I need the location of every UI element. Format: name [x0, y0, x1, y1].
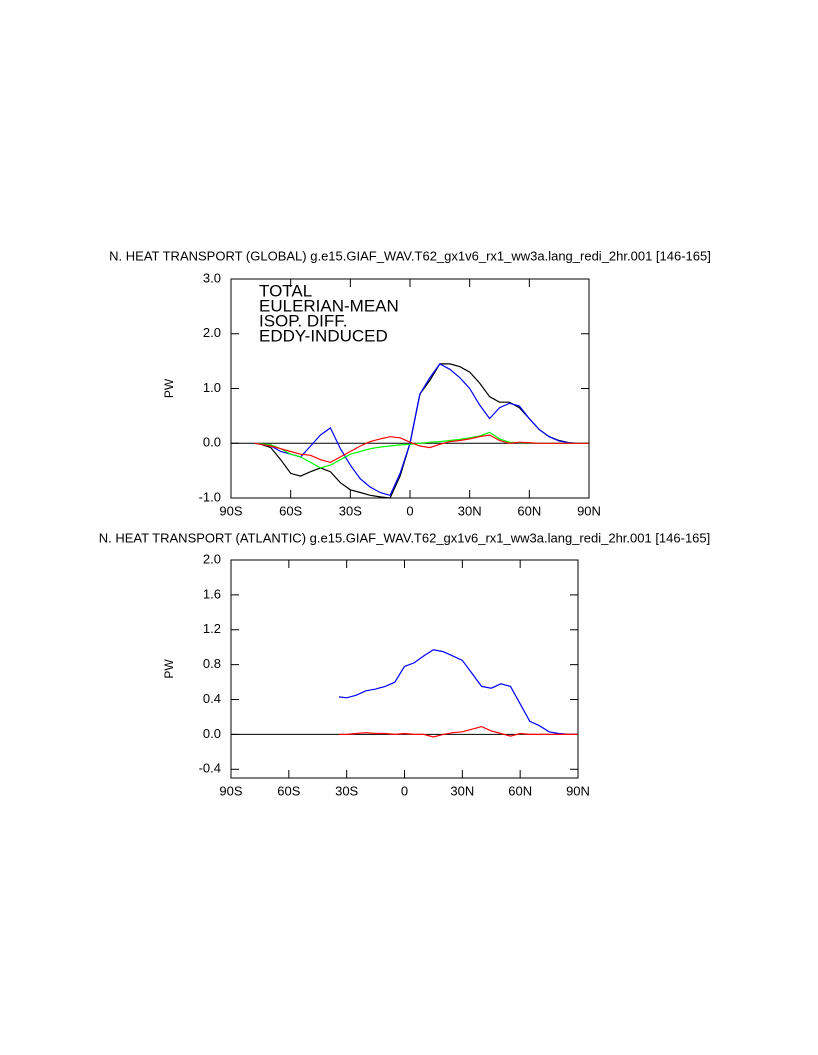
y-tick-label: 0.8 — [203, 656, 221, 671]
x-tick-label: 0 — [401, 783, 408, 798]
series-line — [339, 725, 578, 738]
plot-frame — [230, 559, 579, 779]
x-tick-label: 60S — [277, 783, 300, 798]
series-line — [254, 363, 589, 497]
x-tick-label: 30S — [335, 783, 358, 798]
legend-entry: EULERIAN-MEAN — [259, 296, 399, 315]
x-tick-label: 30N — [458, 503, 482, 518]
x-tick-label: 60N — [517, 503, 541, 518]
y-tick-label: 1.2 — [203, 621, 221, 636]
y-tick-label: 2.0 — [203, 325, 221, 340]
series-line — [338, 649, 578, 735]
x-tick-label: 30N — [450, 783, 474, 798]
chart-title: N. HEAT TRANSPORT (ATLANTIC) g.e15.GIAF_… — [99, 530, 711, 545]
x-tick-label: 90S — [219, 783, 242, 798]
chart-title: N. HEAT TRANSPORT (GLOBAL) g.e15.GIAF_WA… — [109, 248, 711, 263]
series-line — [254, 363, 589, 499]
x-tick-label: 60N — [508, 783, 532, 798]
y-tick-label: 3.0 — [203, 270, 221, 285]
y-tick-label: 0.0 — [203, 726, 221, 741]
legend-entry: EDDY-INDUCED — [259, 326, 388, 345]
y-tick-label: 1.6 — [203, 586, 221, 601]
x-tick-label: 30S — [339, 503, 362, 518]
y-tick-label: -0.4 — [199, 761, 221, 776]
plot-frame — [230, 278, 590, 499]
y-tick-label: 0.4 — [203, 691, 221, 706]
series-line — [254, 431, 589, 469]
y-tick-label: 1.0 — [203, 380, 221, 395]
legend-entry: ISOP. DIFF. — [259, 311, 348, 330]
y-tick-label: -1.0 — [199, 489, 221, 504]
x-tick-label: 60S — [279, 503, 302, 518]
series-line — [254, 434, 589, 464]
x-tick-label: 90S — [219, 503, 242, 518]
y-axis-label: PW — [162, 659, 176, 679]
y-tick-label: 0.0 — [203, 435, 221, 450]
x-tick-label: 0 — [406, 503, 413, 518]
x-tick-label: 90N — [566, 783, 590, 798]
legend-entry: TOTAL — [259, 281, 312, 300]
x-tick-label: 90N — [577, 503, 601, 518]
y-tick-label: 2.0 — [203, 551, 221, 566]
y-axis-label: PW — [162, 378, 176, 398]
